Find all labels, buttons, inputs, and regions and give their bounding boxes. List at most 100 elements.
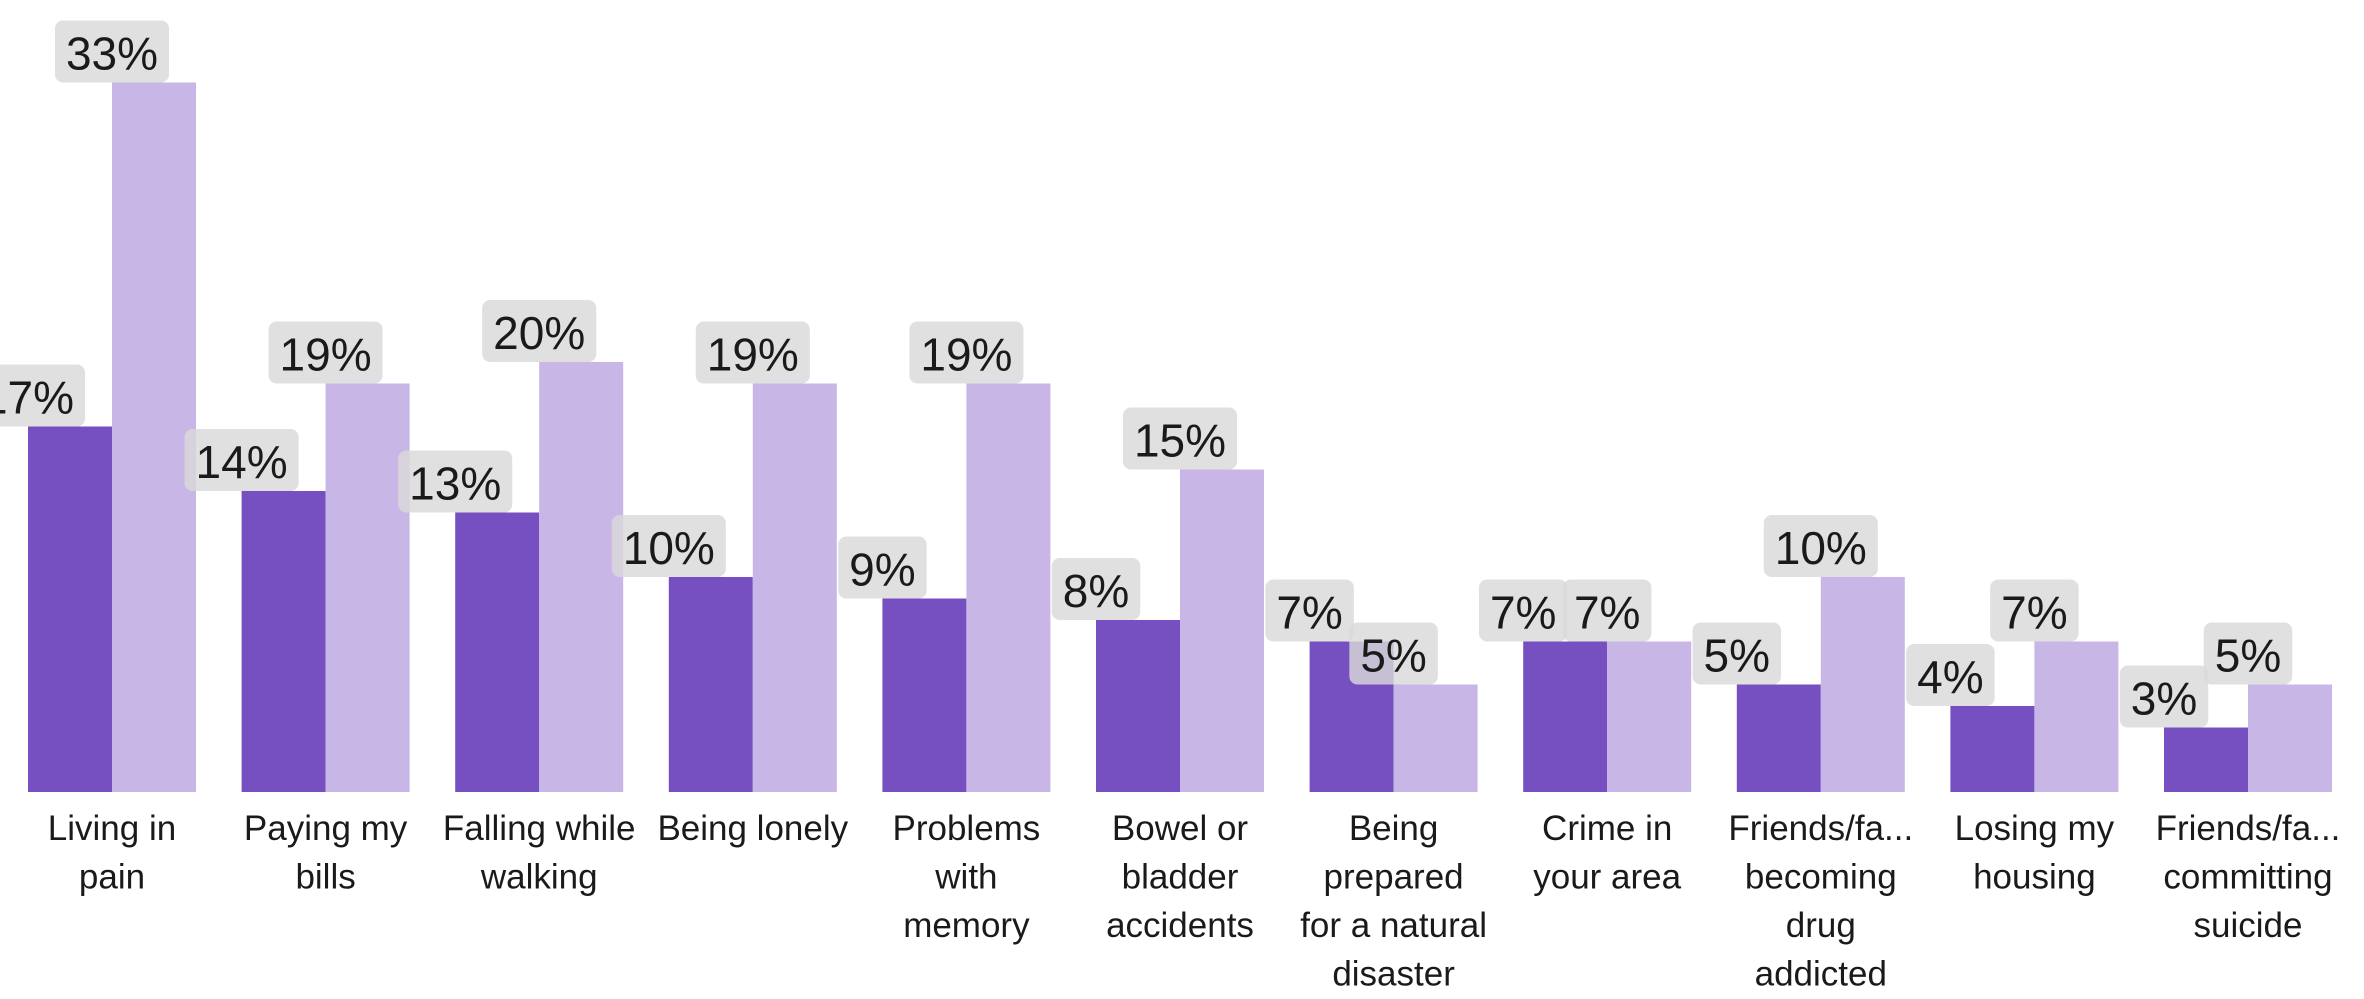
svg-text:3%: 3% bbox=[2131, 673, 2197, 725]
svg-text:19%: 19% bbox=[920, 329, 1012, 381]
data-label-background bbox=[482, 300, 597, 362]
data-label-series-2-9: 10% bbox=[1763, 515, 1878, 577]
svg-text:17%: 17% bbox=[0, 372, 74, 424]
data-label-background bbox=[1051, 558, 1141, 620]
category-label-line: addicted bbox=[1755, 955, 1887, 994]
svg-text:7%: 7% bbox=[1490, 587, 1556, 639]
category-label-line: bills bbox=[295, 858, 355, 897]
data-label-background bbox=[268, 321, 383, 384]
data-label-background bbox=[54, 20, 170, 83]
data-labels-layer: 17% 33% 14% 19% 13% 20% 10% 19% 9% 19% 8% 15% 7% 5% 7%… bbox=[0, 20, 2293, 728]
bar-series-1-8 bbox=[1523, 641, 1608, 792]
category-labels-layer: Living in pain Paying my bills Falling while… bbox=[48, 809, 2341, 994]
data-label-series-2-10: 7% bbox=[1990, 579, 2079, 642]
bar-series-2-10 bbox=[2034, 641, 2119, 792]
data-label-series-2-8: 7% bbox=[1562, 579, 1652, 642]
data-label-background bbox=[611, 515, 726, 577]
svg-text:14%: 14% bbox=[196, 436, 288, 488]
data-label-series-1-4: 10% bbox=[611, 515, 726, 577]
category-label-11: Friends/fa... committing suicide bbox=[2156, 809, 2341, 945]
data-label-series-2-3: 20% bbox=[482, 300, 597, 362]
category-label-line: Problems bbox=[892, 809, 1040, 848]
category-label-line: prepared bbox=[1324, 858, 1464, 897]
svg-text:5%: 5% bbox=[1704, 630, 1770, 682]
bar-series-1-5 bbox=[882, 598, 967, 792]
data-label-series-1-5: 9% bbox=[838, 536, 927, 599]
data-label-series-1-8: 7% bbox=[1478, 579, 1568, 642]
category-label-line: Crime in bbox=[1542, 809, 1672, 848]
category-label-line: bladder bbox=[1122, 858, 1239, 897]
svg-text:10%: 10% bbox=[1775, 522, 1867, 574]
category-label-2: Paying my bills bbox=[244, 809, 408, 897]
data-label-background bbox=[2119, 665, 2209, 728]
category-label-line: Being lonely bbox=[657, 809, 848, 848]
data-label-series-2-6: 15% bbox=[1122, 407, 1238, 470]
bar-series-1-3 bbox=[455, 512, 540, 792]
category-label-line: walking bbox=[480, 858, 598, 897]
data-label-background bbox=[1122, 407, 1238, 470]
category-label-line: pain bbox=[79, 858, 145, 897]
bar-series-2-7 bbox=[1393, 684, 1478, 792]
bar-series-2-5 bbox=[966, 383, 1051, 792]
bars-layer bbox=[28, 82, 2332, 792]
data-label-series-1-6: 8% bbox=[1051, 558, 1141, 620]
category-label-line: for a natural bbox=[1300, 906, 1487, 945]
data-label-series-2-1: 33% bbox=[54, 20, 170, 83]
category-label-7: Being prepared for a natural disaster bbox=[1300, 809, 1487, 994]
svg-text:7%: 7% bbox=[2001, 587, 2067, 639]
data-label-series-1-3: 13% bbox=[398, 450, 513, 513]
category-label-line: your area bbox=[1533, 858, 1681, 897]
data-label-background bbox=[1265, 579, 1354, 642]
data-label-series-2-4: 19% bbox=[695, 321, 810, 384]
data-label-background bbox=[184, 429, 299, 491]
bar-series-2-4 bbox=[752, 383, 837, 792]
data-label-background bbox=[695, 321, 810, 384]
bar-series-2-6 bbox=[1180, 469, 1264, 792]
svg-text:13%: 13% bbox=[409, 458, 501, 510]
category-label-1: Living in pain bbox=[48, 809, 176, 897]
svg-text:15%: 15% bbox=[1134, 415, 1226, 467]
data-label-series-2-11: 5% bbox=[2203, 622, 2293, 685]
data-label-series-1-11: 3% bbox=[2119, 665, 2209, 728]
data-label-background bbox=[1349, 622, 1438, 685]
svg-text:20%: 20% bbox=[493, 307, 585, 359]
category-label-line: becoming bbox=[1745, 858, 1897, 897]
category-label-line: Falling while bbox=[443, 809, 636, 848]
category-label-line: memory bbox=[903, 906, 1030, 945]
svg-text:33%: 33% bbox=[66, 28, 158, 80]
bar-series-2-8 bbox=[1607, 641, 1692, 792]
data-label-background bbox=[398, 450, 513, 513]
data-label-background bbox=[1763, 515, 1878, 577]
data-label-series-1-2: 14% bbox=[184, 429, 299, 491]
category-label-line: committing bbox=[2163, 858, 2332, 897]
bar-series-1-2 bbox=[241, 491, 326, 792]
data-label-background bbox=[1906, 644, 1995, 706]
svg-text:7%: 7% bbox=[1574, 587, 1640, 639]
svg-text:8%: 8% bbox=[1063, 565, 1129, 617]
bar-series-2-11 bbox=[2248, 684, 2332, 792]
svg-text:9%: 9% bbox=[849, 544, 915, 596]
data-label-series-2-7: 5% bbox=[1349, 622, 1438, 685]
category-label-10: Losing my housing bbox=[1955, 809, 2115, 897]
data-label-background bbox=[909, 321, 1024, 384]
category-label-line: drug bbox=[1786, 906, 1856, 945]
data-label-background bbox=[1478, 579, 1568, 642]
data-label-background bbox=[838, 536, 927, 599]
category-label-5: Problems with memory bbox=[892, 809, 1040, 945]
bar-series-1-6 bbox=[1096, 620, 1180, 792]
category-label-9: Friends/fa... becoming drug addicted bbox=[1728, 809, 1913, 994]
category-label-line: Bowel or bbox=[1112, 809, 1249, 848]
svg-text:10%: 10% bbox=[623, 522, 715, 574]
category-label-8: Crime in your area bbox=[1533, 809, 1681, 897]
category-label-line: disaster bbox=[1332, 955, 1455, 994]
svg-text:4%: 4% bbox=[1917, 651, 1983, 703]
category-label-line: Friends/fa... bbox=[2156, 809, 2341, 848]
category-label-6: Bowel or bladder accidents bbox=[1106, 809, 1254, 945]
bar-series-1-11 bbox=[2164, 727, 2248, 792]
bar-series-2-3 bbox=[539, 362, 624, 792]
svg-text:7%: 7% bbox=[1276, 587, 1342, 639]
category-label-4: Being lonely bbox=[657, 809, 848, 848]
category-label-line: Paying my bbox=[244, 809, 408, 848]
category-label-line: housing bbox=[1973, 858, 2096, 897]
